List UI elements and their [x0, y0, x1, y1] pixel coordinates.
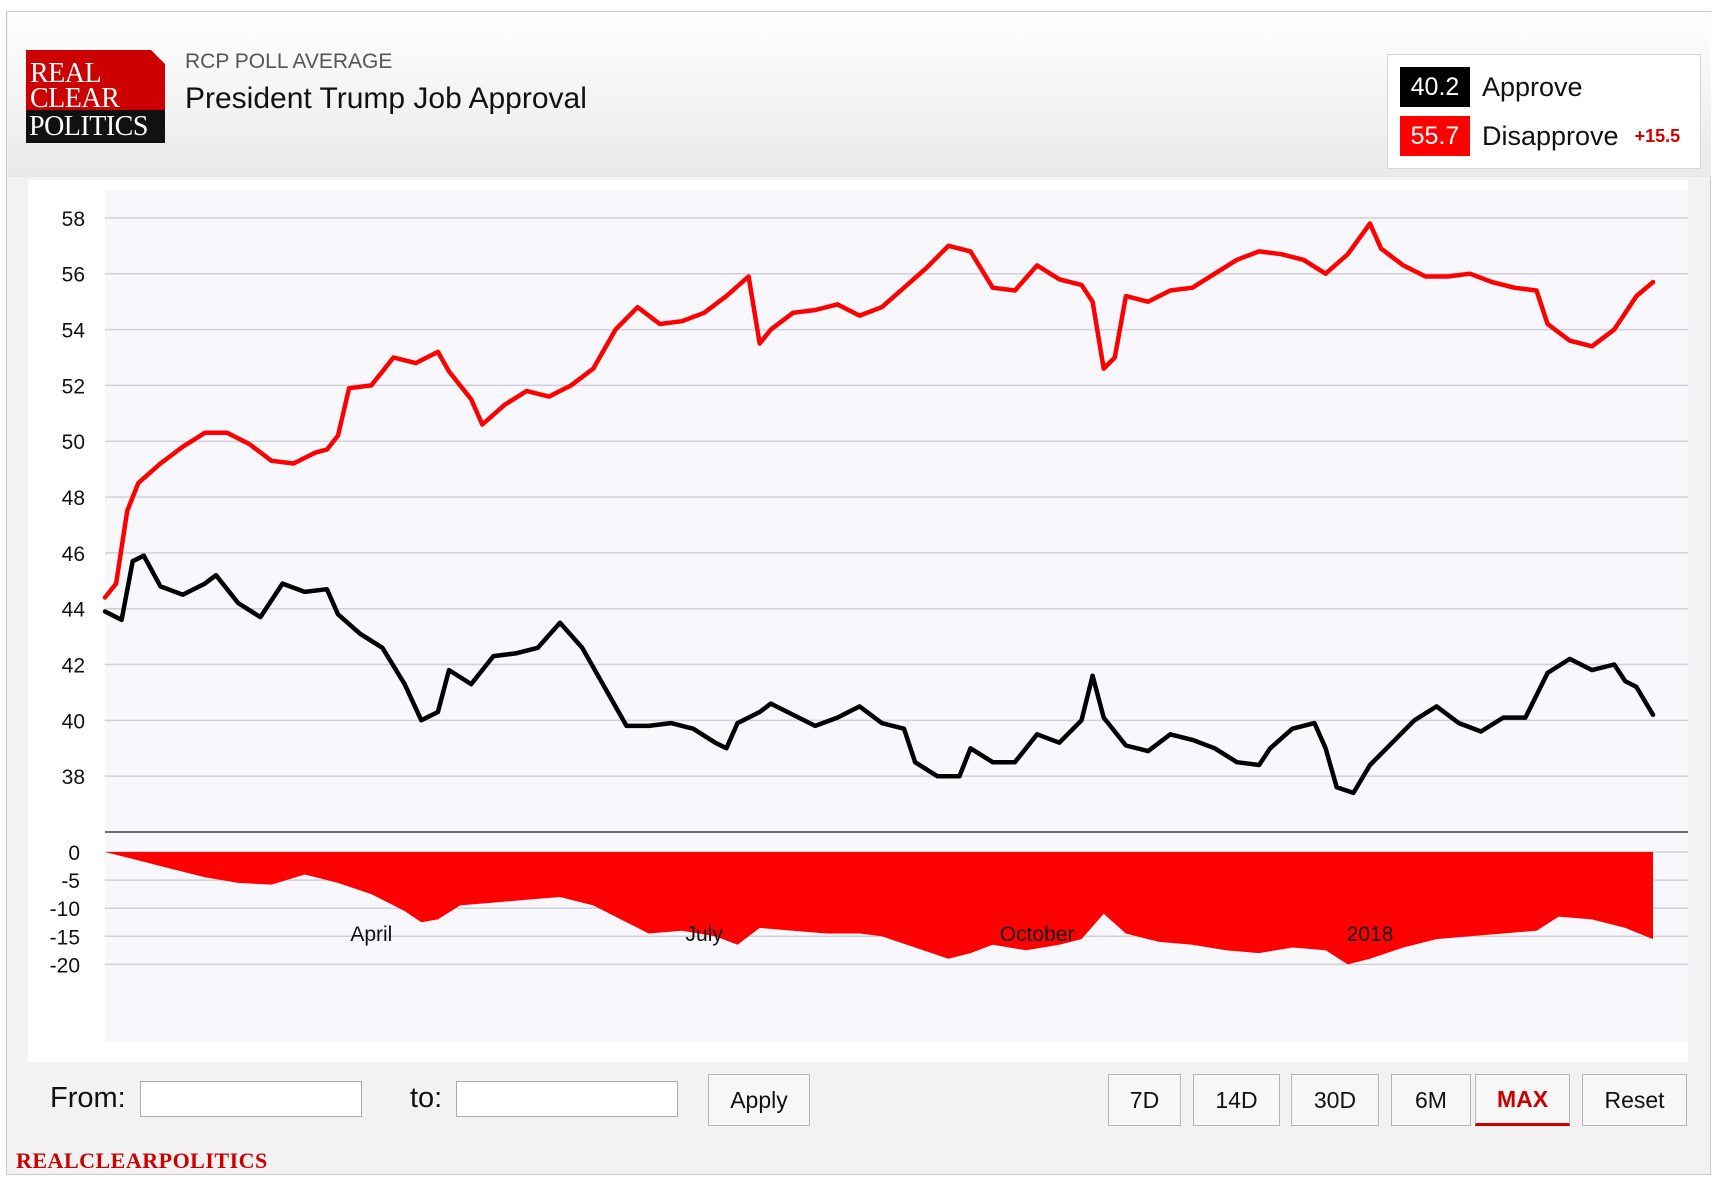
rcp-logo[interactable]: REAL CLEAR POLITICS [26, 50, 165, 143]
chart-subtitle: RCP POLL AVERAGE [185, 50, 393, 73]
spread-y-tick-label: -15 [50, 926, 80, 949]
spread-value: +15.5 [1634, 125, 1681, 146]
range-6m-button[interactable]: 6M [1391, 1074, 1471, 1126]
disapprove-label: Disapprove [1482, 120, 1619, 151]
y-tick-label: 56 [62, 264, 85, 287]
y-tick-label: 54 [62, 320, 86, 343]
y-tick-label: 42 [62, 655, 85, 678]
range-14d-button[interactable]: 14D [1193, 1074, 1280, 1126]
y-tick-label: 46 [62, 543, 85, 566]
x-tick-label: 2018 [1347, 923, 1394, 946]
spread-y-tick-label: -5 [61, 870, 80, 893]
y-tick-label: 40 [62, 710, 85, 733]
spread-area [105, 852, 1653, 965]
range-30d-button[interactable]: 30D [1291, 1074, 1379, 1126]
approve-label: Approve [1482, 71, 1583, 102]
approve-line [102, 553, 1656, 796]
range-max-button[interactable]: MAX [1475, 1074, 1570, 1126]
footer-brand: REALCLEARPOLITICS [16, 1148, 268, 1173]
date-controls: From: to: Apply 7D 14D 30D 6M MAX Reset [8, 1064, 1711, 1134]
from-label: From: [50, 1082, 126, 1114]
legend-disapprove: 55.7 Disapprove +15.5 [1400, 116, 1680, 156]
logo-line-3: POLITICS [26, 110, 165, 143]
x-tick-label: July [686, 923, 724, 946]
legend-approve: 40.2 Approve [1400, 67, 1583, 107]
to-date-input[interactable] [456, 1081, 678, 1117]
chart-title: President Trump Job Approval [185, 82, 587, 115]
x-tick-label: October [1000, 923, 1075, 946]
x-tick-label: April [350, 923, 392, 946]
apply-button[interactable]: Apply [708, 1074, 810, 1126]
y-tick-label: 58 [62, 208, 85, 231]
y-tick-label: 44 [62, 599, 86, 622]
logo-corner-fold [151, 50, 165, 64]
logo-line-1: REAL [30, 58, 102, 89]
y-tick-label: 50 [62, 431, 85, 454]
logo-line-2: CLEAR [30, 83, 120, 114]
disapprove-line [102, 221, 1656, 600]
legend-box: 40.2 Approve 55.7 Disapprove +15.5 [1387, 54, 1701, 169]
spread-y-tick-label: -20 [50, 954, 80, 977]
approval-chart: 38 40 42 44 46 48 50 52 54 56 58 0 -5 -10 -15 -20 April… [28, 180, 1688, 1062]
disapprove-value-badge: 55.7 [1400, 116, 1470, 156]
reset-button[interactable]: Reset [1582, 1074, 1687, 1126]
to-label: to: [410, 1082, 443, 1114]
y-tick-label: 38 [62, 766, 85, 789]
approve-value-badge: 40.2 [1400, 67, 1470, 107]
spread-y-tick-label: 0 [68, 842, 80, 865]
y-tick-label: 52 [62, 375, 85, 398]
from-date-input[interactable] [140, 1081, 362, 1117]
range-7d-button[interactable]: 7D [1108, 1074, 1181, 1126]
spread-y-tick-label: -10 [50, 898, 80, 921]
y-tick-label: 48 [62, 487, 85, 510]
